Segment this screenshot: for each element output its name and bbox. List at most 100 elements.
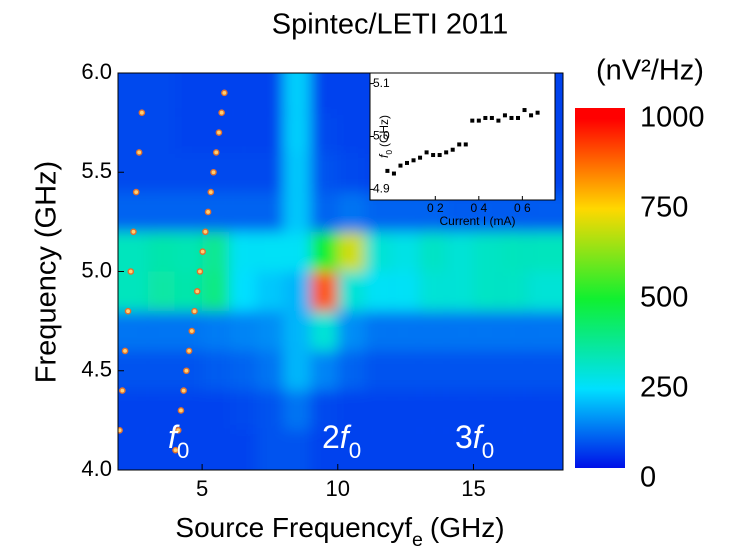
inset-point (509, 115, 514, 120)
heatmap-cell (337, 231, 365, 272)
heatmap-cell (310, 231, 338, 272)
marker-dot (127, 268, 135, 275)
heatmap-cell (283, 350, 311, 391)
x-tick-label: 15 (461, 476, 485, 501)
heatmap-cell (147, 271, 175, 312)
heatmap-cell (364, 271, 393, 312)
heatmap-cell (256, 271, 284, 312)
heatmap-cell (337, 350, 365, 391)
heatmap-cell (256, 73, 284, 113)
heatmap-cell (310, 112, 338, 153)
heatmap-cell (147, 192, 175, 232)
inset-y-label-part: 0 (384, 150, 394, 155)
heatmap-cell (419, 350, 447, 391)
heatmap-cell (446, 231, 474, 272)
marker-dot (199, 248, 206, 255)
heatmap-cell (473, 350, 501, 391)
heatmap-cell (174, 231, 203, 272)
heatmap-cell (229, 152, 257, 193)
heatmap-cell (310, 271, 338, 312)
inset-frame (369, 72, 556, 201)
marker-dot (138, 109, 146, 116)
heatmap-cell (473, 231, 501, 272)
heatmap-cell (202, 430, 230, 470)
annotation-part: 0 (177, 438, 189, 463)
heatmap-cell (337, 152, 365, 193)
heatmap-cell (118, 192, 148, 232)
annotation-part: 0 (482, 438, 494, 463)
heatmap-cell (419, 231, 447, 272)
inset-y-tick-label: 5.1 (373, 76, 390, 90)
colorbar (575, 108, 625, 468)
heatmap-cell (229, 311, 257, 351)
heatmap-cell (337, 192, 365, 232)
heatmap-cell (310, 430, 338, 470)
heatmap-cell (147, 73, 175, 113)
heatmap-cell (419, 271, 447, 312)
marker-dot (210, 168, 217, 176)
marker-dot (218, 109, 225, 116)
heatmap-cell (256, 350, 284, 391)
inset-point (418, 155, 423, 160)
heatmap-cell (310, 311, 338, 351)
heatmap-cell (229, 112, 257, 153)
inset-point (502, 113, 507, 118)
heatmap-cell (337, 271, 365, 312)
heatmap-cell (527, 350, 563, 391)
inset-point (405, 160, 409, 165)
heatmap-cell (174, 73, 203, 113)
inset-x-tick-label: 0 6 (514, 201, 531, 215)
heatmap-cell (310, 192, 338, 232)
heatmap-cell (364, 350, 393, 391)
marker-dot (221, 89, 228, 97)
heatmap-cell (527, 271, 563, 312)
heatmap-cell (473, 430, 501, 470)
heatmap-cell (229, 390, 257, 431)
inset-point (391, 171, 396, 176)
heatmap-cell (473, 311, 501, 351)
marker-dot (204, 208, 212, 216)
inset-x-tick-label: 0 4 (470, 201, 487, 215)
heatmap-cell (283, 231, 311, 272)
colorbar-tick-label: 0 (640, 461, 656, 493)
heatmap-cell (174, 112, 203, 153)
marker-dot (207, 188, 215, 196)
heatmap-cell (283, 73, 311, 113)
heatmap-cell (419, 311, 447, 351)
chart-title: Spintec/LETI 2011 (272, 9, 508, 41)
heatmap-cell (364, 231, 393, 272)
inset-point (411, 158, 416, 163)
heatmap-cell (118, 390, 148, 431)
heatmap-cell (256, 430, 284, 470)
inset-point (398, 163, 403, 168)
heatmap-cell (118, 311, 148, 351)
inset-point (522, 108, 527, 113)
colorbar-label: (nV²/Hz) (596, 55, 704, 87)
heatmap-cell (337, 430, 365, 470)
heatmap-cell (392, 271, 420, 312)
heatmap-cell (419, 430, 447, 470)
heatmap-cell (310, 390, 338, 431)
marker-dot (202, 228, 209, 236)
y-tick-label: 5.0 (81, 257, 112, 282)
heatmap-cell (446, 430, 474, 470)
heatmap-cell (392, 430, 420, 470)
marker-dot (174, 426, 182, 434)
y-axis-label: Frequency (GHz) (31, 161, 63, 383)
colorbar-tick-label: 750 (640, 191, 688, 223)
heatmap-cell (392, 350, 420, 391)
x-axis-label-part: Source Frequency (175, 512, 404, 543)
heatmap-cell (147, 152, 175, 193)
y-tick-label: 6.0 (81, 59, 112, 84)
x-axis-label: Source Frequencyfe (GHz) (175, 512, 504, 550)
heatmap-cell (256, 112, 284, 153)
inset-point (483, 115, 488, 120)
heatmap-cell (527, 390, 563, 431)
marker-dot (212, 149, 220, 156)
marker-dot (177, 407, 185, 414)
heatmap-cell (283, 152, 311, 193)
heatmap-cell (500, 350, 528, 391)
annotation: 3f0 (455, 419, 494, 463)
inset-y-tick-label: 5 0 (373, 129, 390, 143)
x-axis-label-part: e (412, 529, 423, 550)
